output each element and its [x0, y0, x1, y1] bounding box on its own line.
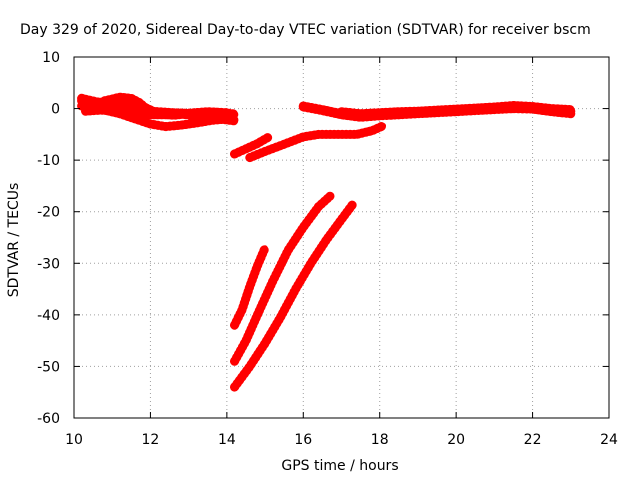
axis-ticks [73, 56, 610, 419]
x-tick-label: 20 [447, 432, 465, 448]
y-tick-label: -50 [37, 359, 60, 375]
series-markers-track-7 [245, 121, 388, 163]
series-markers-track-12 [230, 191, 335, 366]
x-tick-label: 18 [371, 432, 389, 448]
y-tick-label: 10 [42, 50, 60, 66]
y-tick-label: 0 [51, 102, 60, 118]
y-axis-label: SDTVAR / TECUs [6, 183, 22, 298]
x-tick-label: 22 [524, 432, 542, 448]
y-tick-label: -30 [37, 256, 60, 272]
series-markers-track-6 [230, 132, 274, 159]
x-tick-label: 14 [218, 432, 236, 448]
series-markers-track-5 [77, 96, 239, 126]
data-series [77, 92, 576, 392]
chart-title: Day 329 of 2020, Sidereal Day-to-day VTE… [20, 22, 591, 38]
x-tick-label: 10 [65, 432, 83, 448]
series-markers-track-13 [230, 199, 358, 392]
series-markers-track-11 [230, 243, 270, 330]
series-markers-track-10 [337, 101, 576, 119]
x-axis-label: GPS time / hours [281, 458, 398, 474]
y-tick-label: -10 [37, 153, 60, 169]
x-tick-labels: 10 12 14 16 18 20 22 24 [65, 432, 618, 448]
y-tick-label: -40 [37, 308, 60, 324]
x-tick-label: 12 [142, 432, 160, 448]
x-tick-label: 24 [600, 432, 618, 448]
y-tick-label: -60 [37, 411, 60, 427]
y-tick-label: -20 [37, 205, 60, 221]
x-tick-label: 16 [294, 432, 312, 448]
plot-frame [73, 56, 610, 419]
y-tick-labels: 10 0 -10 -20 -30 -40 -50 -60 [37, 50, 60, 427]
